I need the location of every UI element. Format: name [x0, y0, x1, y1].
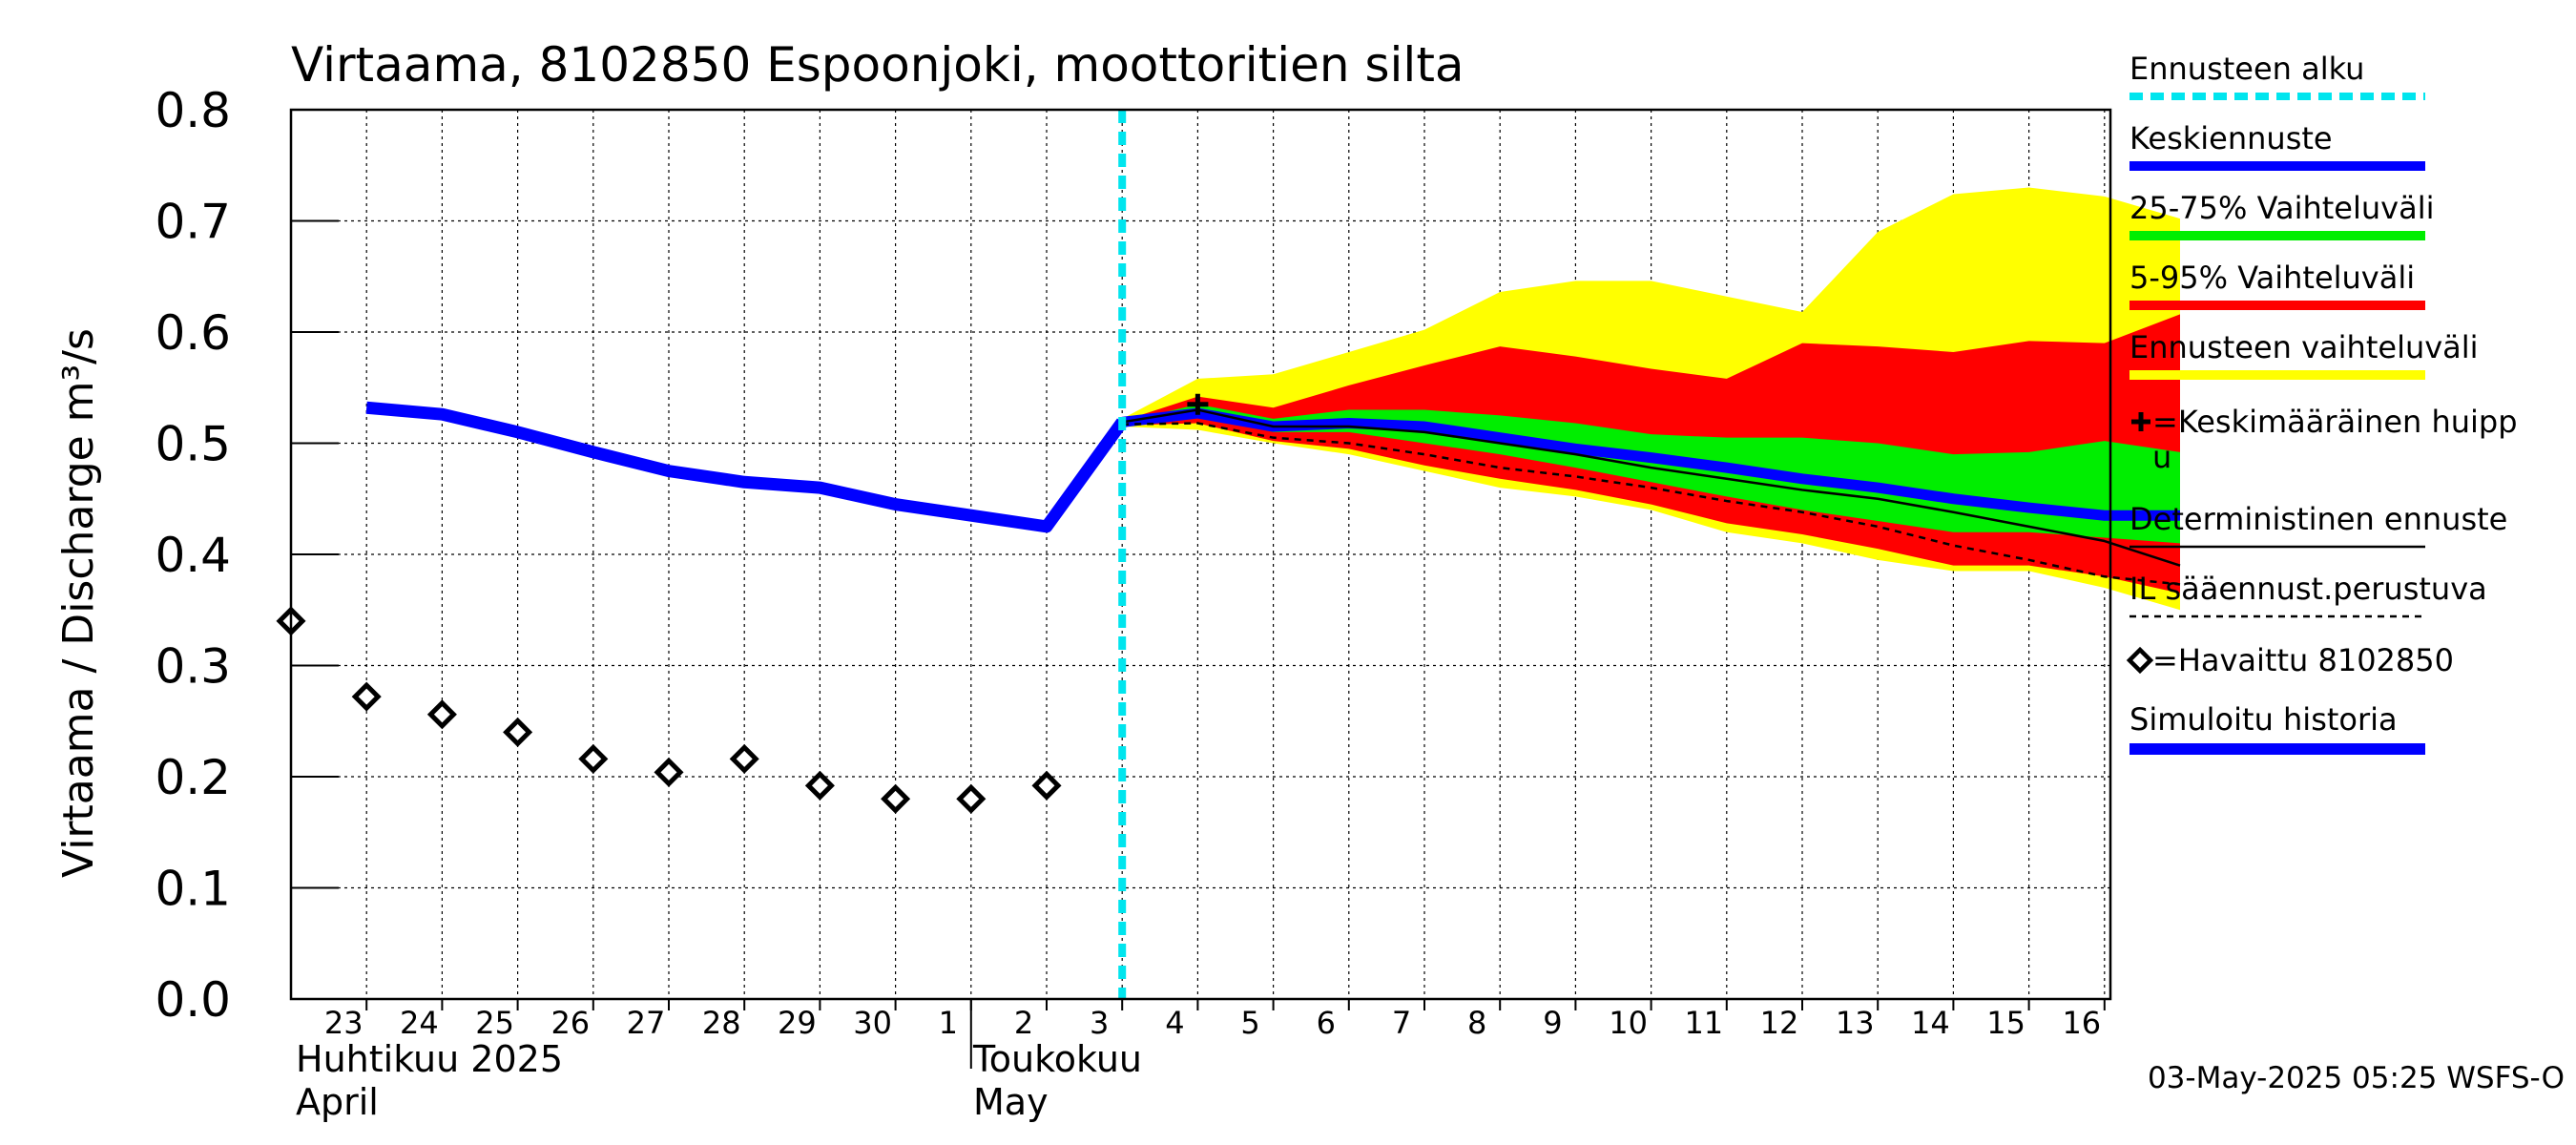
legend-swatch-observed — [2126, 646, 2154, 675]
observed-point — [804, 770, 835, 801]
legend-label-observed: =Havaittu 8102850 — [2152, 642, 2454, 678]
legend-label-band-25-75: 25-75% Vaihteluväli — [2129, 190, 2434, 226]
x-tick-label: 30 — [853, 1005, 892, 1041]
x-tick-label: 4 — [1165, 1005, 1184, 1041]
series-lines — [365, 110, 2181, 999]
y-tick-label: 0.2 — [155, 750, 231, 805]
observed-point — [654, 757, 684, 787]
y-tick-label: 0.4 — [155, 528, 231, 583]
x-tick-label: 9 — [1543, 1005, 1562, 1041]
observed-point — [1031, 770, 1062, 801]
x-tick-label: 27 — [627, 1005, 666, 1041]
x-tick-label: 5 — [1240, 1005, 1259, 1041]
month-label-april-en: April — [296, 1081, 379, 1123]
observed-point — [351, 681, 382, 712]
y-tick-label: 0.7 — [155, 195, 231, 250]
x-tick-label: 15 — [1986, 1005, 2025, 1041]
y-tick-label: 0.5 — [155, 417, 231, 472]
legend-label-band-5-95: 5-95% Vaihteluväli — [2129, 260, 2415, 296]
x-tick-labels: 23 24 25 26 27 28 29 30 1 2 3 4 5 6 7 8 9 10 11 12 13 14 15 16 — [324, 1005, 2101, 1041]
x-tick-label: 28 — [702, 1005, 741, 1041]
legend-label-deterministic: Deterministinen ennuste — [2129, 501, 2507, 537]
observed-point — [578, 743, 609, 774]
x-tick-label: 8 — [1467, 1005, 1486, 1041]
x-tick-label: 26 — [551, 1005, 590, 1041]
x-tick-label: 14 — [1911, 1005, 1950, 1041]
month-labels: Huhtikuu 2025 April Toukokuu May — [296, 1038, 1142, 1123]
timestamp: 03-May-2025 05:25 WSFS-O — [2148, 1061, 2565, 1095]
gridlines — [291, 110, 2110, 999]
x-tick-label: 12 — [1760, 1005, 1799, 1041]
month-label-may-fi: Toukokuu — [972, 1038, 1142, 1080]
x-tick-label: 13 — [1836, 1005, 1875, 1041]
y-tick-label: 0.1 — [155, 862, 231, 917]
plot-frame — [289, 108, 2112, 1001]
observed-point — [426, 699, 457, 730]
legend-label-forecast-start: Ennusteen alku — [2129, 51, 2364, 87]
legend-swatch-mean-peak — [2131, 412, 2150, 431]
x-tick-label: 25 — [475, 1005, 514, 1041]
band-25-75 — [1122, 404, 2180, 544]
x-tick-label: 6 — [1317, 1005, 1336, 1041]
legend-label-mean-peak: =Keskimääräinen huipp — [2152, 404, 2518, 440]
observed-point — [956, 783, 987, 814]
mean-peak-marker — [1187, 393, 1209, 415]
y-tick-label: 0.3 — [155, 639, 231, 695]
simulated-history-line — [365, 401, 1128, 533]
x-tick-label: 7 — [1392, 1005, 1411, 1041]
legend-label-il-forecast: IL sääennust.perustuva — [2129, 571, 2487, 607]
observed-markers — [276, 393, 1209, 814]
deterministic-forecast-line — [1122, 408, 2181, 567]
legend-label-full-range: Ennusteen vaihteluväli — [2129, 329, 2479, 365]
observed-point — [503, 717, 533, 747]
x-tick-label: 29 — [778, 1005, 817, 1041]
axes — [289, 108, 2112, 1069]
y-axis-label-group: Virtaama / Discharge m³/s — [54, 328, 103, 878]
il-forecast-line — [1122, 422, 2181, 586]
x-tick-label: 11 — [1684, 1005, 1723, 1041]
legend-label-simulated-history: Simuloitu historia — [2129, 701, 2398, 738]
y-tick-labels: 0.0 0.1 0.2 0.3 0.4 0.5 0.6 0.7 0.8 — [155, 83, 231, 1028]
x-tick-label: 24 — [400, 1005, 439, 1041]
legend-label-mean-forecast: Keskiennuste — [2129, 120, 2333, 156]
y-tick-label: 0.6 — [155, 305, 231, 361]
y-tick-label: 0.0 — [155, 972, 231, 1028]
x-tick-label: 10 — [1609, 1005, 1648, 1041]
x-tick-label: 1 — [939, 1005, 958, 1041]
legend: Ennusteen alku Keskiennuste 25-75% Vaihtel… — [2126, 51, 2518, 755]
y-axis-label: Virtaama / Discharge m³/s — [54, 328, 103, 878]
observed-point — [729, 743, 759, 774]
y-tick-label: 0.8 — [155, 83, 231, 138]
observed-point — [881, 783, 911, 814]
legend-label-mean-peak-wrap: u — [2152, 439, 2171, 475]
x-tick-label: 16 — [2062, 1005, 2101, 1041]
month-label-may-en: May — [973, 1081, 1049, 1123]
chart-title: Virtaama, 8102850 Espoonjoki, moottoriti… — [291, 37, 1465, 93]
x-tick-label: 3 — [1090, 1005, 1109, 1041]
month-label-april-fi: Huhtikuu 2025 — [296, 1038, 563, 1080]
x-tick-label: 2 — [1014, 1005, 1033, 1041]
x-tick-label: 23 — [324, 1005, 364, 1041]
